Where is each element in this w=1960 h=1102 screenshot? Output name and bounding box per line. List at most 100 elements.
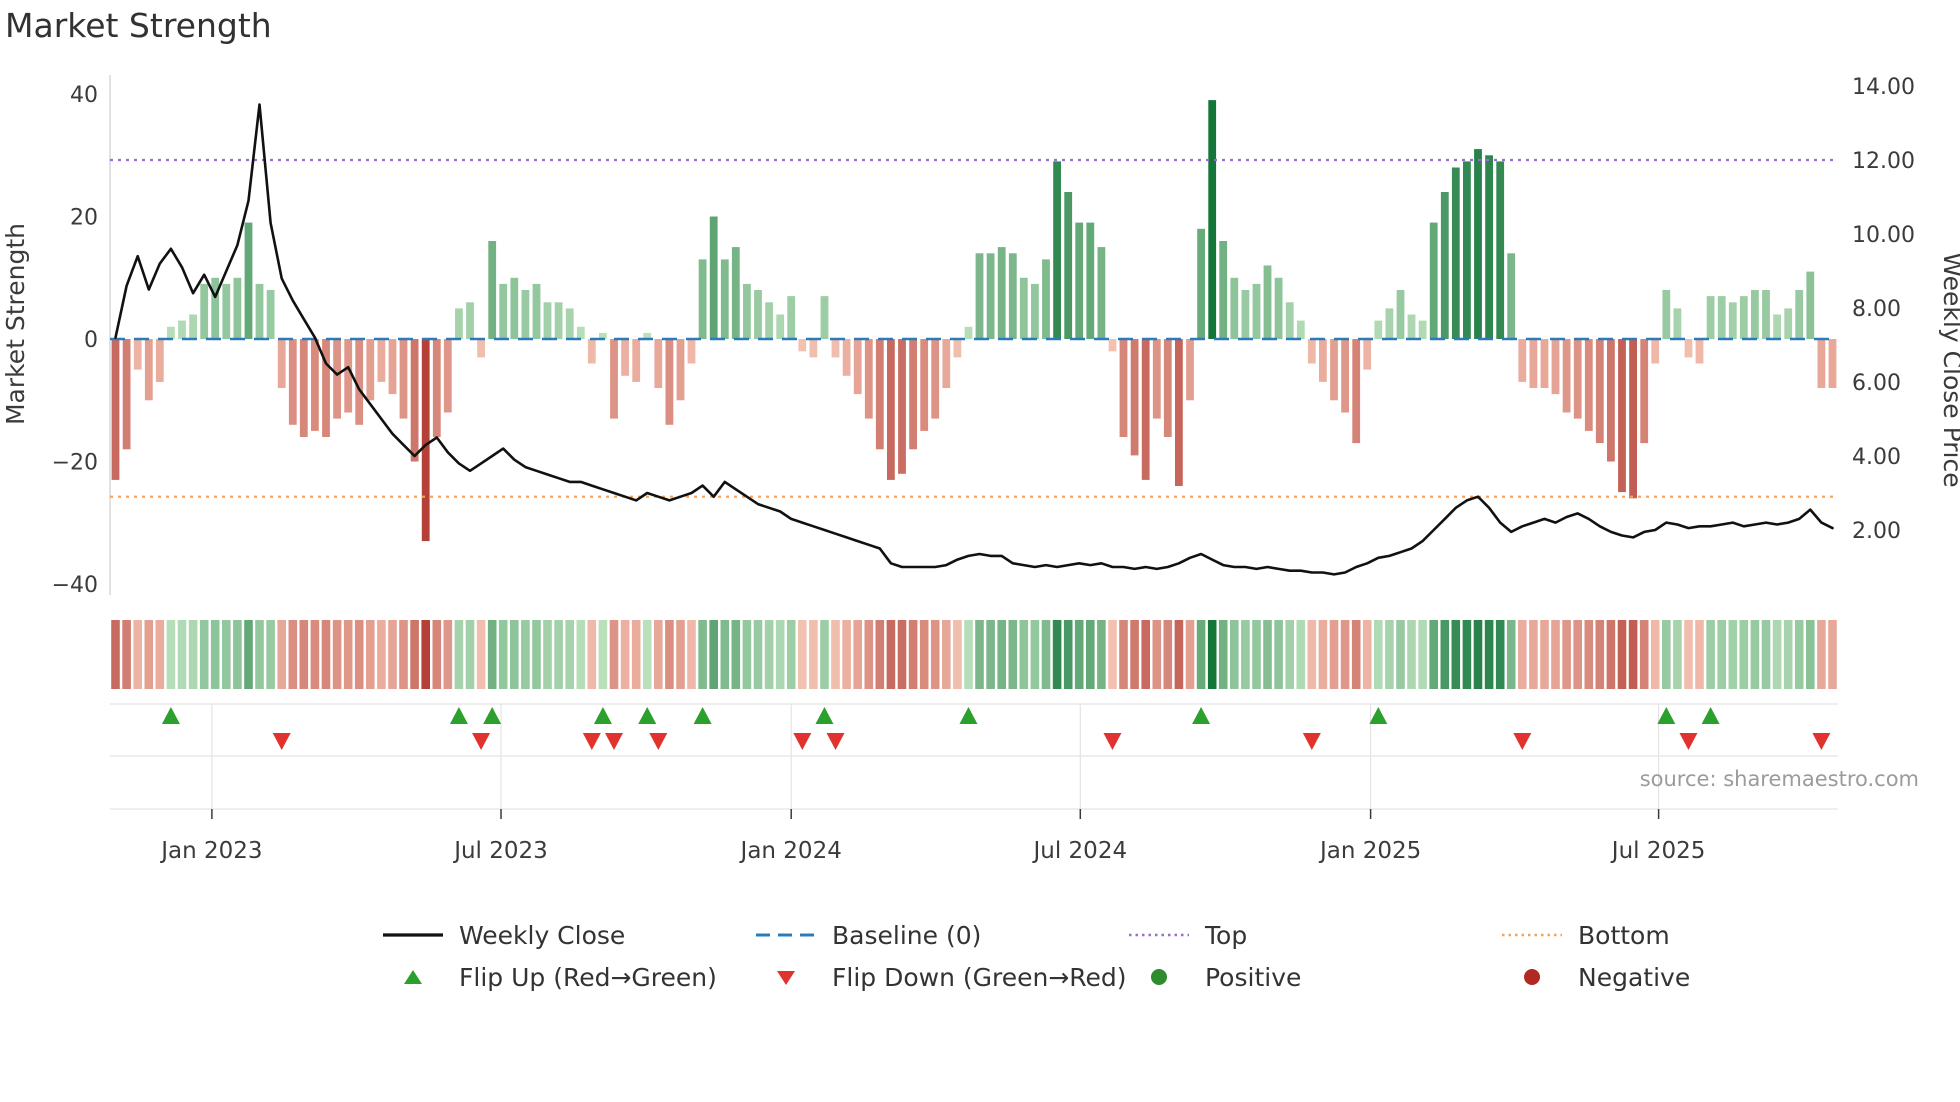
strength-bar	[610, 339, 618, 419]
strength-bar	[1374, 320, 1383, 339]
heatmap-cell	[742, 620, 752, 689]
flip-up-marker	[815, 707, 834, 724]
strength-bar	[1751, 290, 1759, 339]
x-tick-label: Jan 2025	[1318, 838, 1421, 864]
strength-bar	[1518, 339, 1527, 382]
heatmap-cell	[598, 620, 608, 689]
heatmap-cell	[388, 620, 397, 689]
strength-bar	[599, 332, 607, 339]
legend-item: Flip Down (Green→Red)	[754, 956, 1127, 998]
heatmap-cell	[144, 620, 154, 689]
heatmap-cell	[864, 620, 874, 689]
heatmap-cell	[654, 620, 663, 689]
heatmap-cell	[731, 620, 741, 689]
heatmap-cell	[1828, 620, 1837, 689]
legend-label: Flip Up (Red→Green)	[459, 962, 717, 992]
weekly-close-line	[114, 103, 1834, 576]
right-tick-label: 8.00	[1852, 297, 1901, 322]
strength-bar	[554, 302, 563, 340]
heatmap-cell	[609, 620, 619, 689]
flip-up-marker	[1657, 707, 1676, 724]
heatmap-cell	[986, 620, 995, 689]
left-tick-label: −20	[52, 451, 98, 476]
strength-bar	[798, 339, 807, 352]
heatmap-cell	[919, 620, 929, 689]
circle-darkred-icon	[1524, 969, 1540, 985]
strength-bar	[144, 339, 153, 401]
heatmap-cell	[1074, 620, 1084, 689]
strength-bar	[122, 339, 131, 450]
legend-item: Flip Up (Red→Green)	[381, 956, 754, 998]
heatmap-cell	[1263, 620, 1272, 689]
strength-bar	[366, 339, 375, 401]
heatmap-cell	[1462, 620, 1472, 689]
heatmap-cell	[1628, 620, 1638, 689]
heatmap-cell	[1185, 620, 1195, 689]
heatmap-cell	[111, 620, 120, 689]
heatmap-cell	[1806, 620, 1815, 689]
strength-bar	[1562, 339, 1571, 413]
strength-bar	[1363, 339, 1372, 370]
legend-item: Baseline (0)	[754, 914, 1127, 956]
legend-item: Top	[1127, 914, 1500, 956]
heatmap-cell	[343, 620, 353, 689]
triangle-up-green-icon	[404, 970, 422, 984]
market-strength-chart: 40 20 0 −20 −40 14.00 12.00 10.00 8.00 6.00 4.00 2.…	[1, 75, 1960, 864]
strength-bar	[377, 339, 386, 382]
legend-label: Bottom	[1578, 920, 1670, 950]
strength-bar	[388, 339, 397, 395]
flip-down-marker	[582, 733, 601, 750]
heatmap-cell	[1063, 620, 1073, 689]
heatmap-cell	[421, 620, 430, 689]
strength-bar	[776, 314, 785, 339]
strength-bar	[931, 339, 940, 419]
heatmap-cell	[587, 620, 597, 689]
x-tick-label: Jan 2023	[159, 838, 262, 864]
right-tick-label: 10.00	[1852, 223, 1915, 248]
flip-down-marker	[1302, 733, 1321, 750]
strength-bar	[743, 283, 751, 339]
strength-bar	[111, 339, 120, 480]
strength-bar	[1352, 339, 1361, 444]
strength-bar	[1540, 339, 1549, 388]
flip-up-marker	[1701, 707, 1720, 724]
left-tick-label: −40	[52, 573, 98, 598]
heatmap-cell	[1396, 620, 1405, 689]
flip-down-marker	[1103, 733, 1122, 750]
heatmap-cell	[1506, 620, 1516, 689]
flip-up-marker	[593, 707, 612, 724]
strength-bar	[178, 320, 186, 339]
strength-bar	[1618, 339, 1626, 493]
heatmap-cell	[709, 620, 718, 689]
heatmap-cell	[432, 620, 442, 689]
heatmap-cell	[399, 620, 408, 689]
strength-bar	[344, 339, 353, 413]
circle-green-icon	[1151, 969, 1167, 985]
heatmap-cell	[1174, 620, 1184, 689]
flip-down-marker	[1513, 733, 1532, 750]
legend-item: Negative	[1500, 956, 1873, 998]
strength-bar	[477, 339, 485, 358]
strength-bar	[698, 259, 707, 339]
strength-bar	[1407, 314, 1416, 339]
heatmap-cell	[454, 620, 464, 689]
heatmap-cell	[698, 620, 707, 689]
flip-down-marker	[272, 733, 291, 750]
legend-label: Weekly Close	[459, 920, 626, 950]
strength-bar	[842, 339, 851, 376]
heatmap-cell	[1484, 620, 1494, 689]
heatmap-cell	[820, 620, 829, 689]
strength-bar	[133, 339, 142, 370]
heatmap-cell	[1695, 620, 1704, 689]
strength-bar	[942, 339, 951, 388]
heatmap-cell	[665, 620, 674, 689]
heatmap-cell	[465, 620, 475, 689]
heatmap-cell	[1473, 620, 1483, 689]
strength-bar	[1008, 253, 1017, 340]
line-dotted-purple-icon	[1129, 933, 1189, 937]
heatmap-cell	[1374, 620, 1383, 689]
left-tick-label: 40	[70, 83, 98, 108]
heatmap-cell	[1706, 620, 1715, 689]
heatmap-cell	[753, 620, 763, 689]
